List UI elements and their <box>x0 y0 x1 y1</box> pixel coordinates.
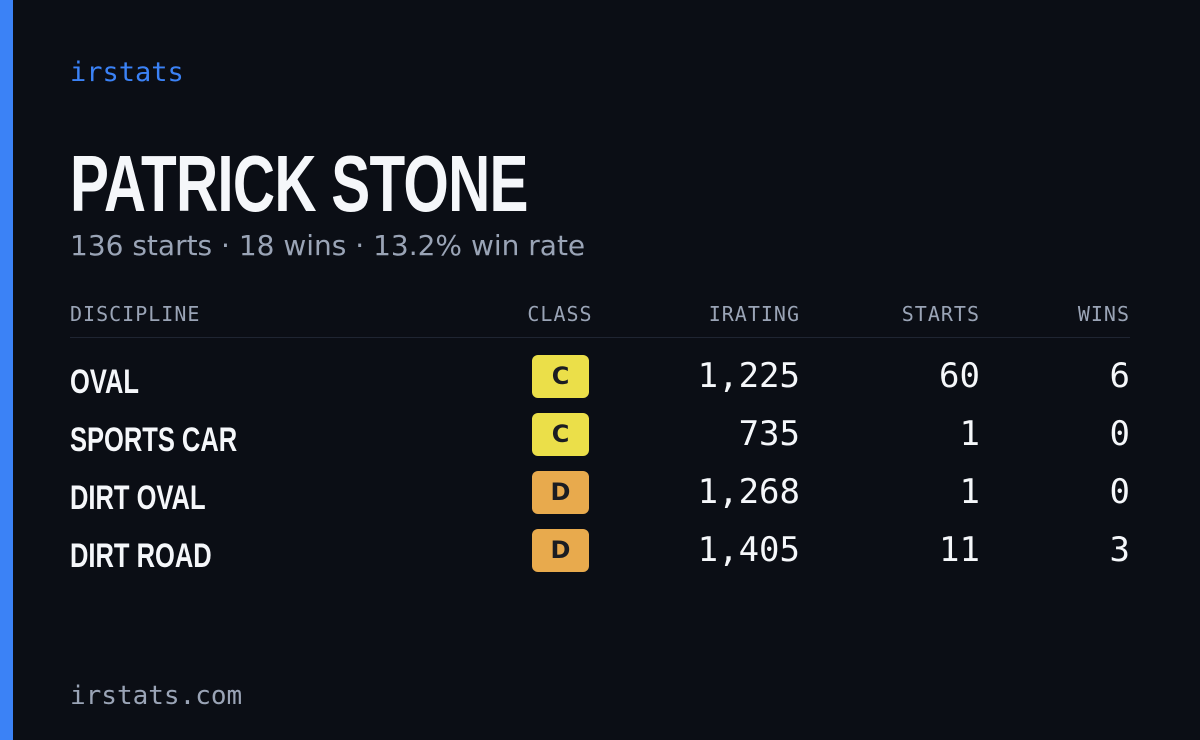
class-badge: C <box>532 413 589 456</box>
discipline: SPORTS CAR <box>70 421 238 459</box>
irating: 735 <box>738 414 800 454</box>
class-badge: C <box>532 355 589 398</box>
starts: 11 <box>939 530 980 570</box>
wins: 0 <box>1109 472 1130 512</box>
starts: 60 <box>939 356 980 396</box>
irating: 1,225 <box>697 356 800 396</box>
column-header: IRATING <box>708 302 800 326</box>
wins: 3 <box>1109 530 1130 570</box>
driver-summary: 136 starts · 18 wins · 13.2% win rate <box>70 229 586 262</box>
class-badge: D <box>532 471 589 514</box>
column-header: DISCIPLINE <box>70 302 201 326</box>
column-header: WINS <box>1077 302 1130 326</box>
column-header: STARTS <box>901 302 980 326</box>
accent-bar <box>0 0 13 740</box>
discipline: DIRT OVAL <box>70 479 206 517</box>
header-rule <box>70 337 1130 338</box>
driver-name: PATRICK STONE <box>70 139 528 228</box>
discipline: OVAL <box>70 363 139 401</box>
column-header: CLASS <box>527 302 593 326</box>
irating: 1,268 <box>697 472 800 512</box>
wins: 0 <box>1109 414 1130 454</box>
starts: 1 <box>959 472 980 512</box>
irating: 1,405 <box>697 530 800 570</box>
wins: 6 <box>1109 356 1130 396</box>
starts: 1 <box>959 414 980 454</box>
footer: irstats.com <box>70 681 243 711</box>
brand: irstats <box>70 57 184 88</box>
discipline: DIRT ROAD <box>70 537 212 575</box>
class-badge: D <box>532 529 589 572</box>
